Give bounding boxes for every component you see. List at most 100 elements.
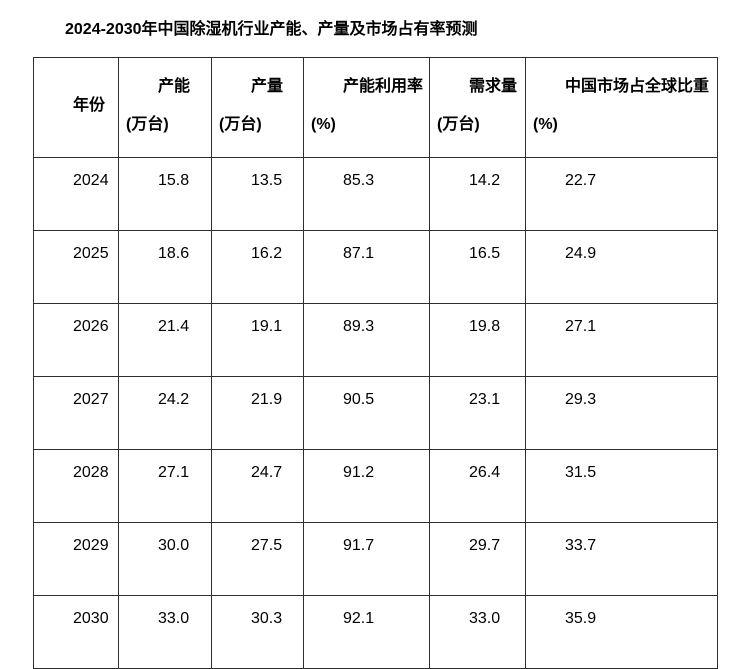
cell-value: 27.5 — [251, 537, 283, 554]
cell-value: 21.4 — [158, 318, 190, 335]
capacity-cell: 33.0 — [118, 595, 212, 669]
output-cell: 24.7 — [211, 449, 304, 523]
demand-cell: 29.7 — [429, 522, 526, 596]
table-row: 2030 33.0 30.3 92.1 33.0 35.9 — [33, 595, 718, 669]
utilization-cell: 92.1 — [303, 595, 430, 669]
demand-cell: 16.5 — [429, 230, 526, 304]
cell-value: 29.3 — [565, 391, 597, 408]
demand-cell: 19.8 — [429, 303, 526, 377]
cell-value: 33.0 — [158, 610, 190, 627]
demand-cell: 26.4 — [429, 449, 526, 523]
header-utilization-unit: (%) — [311, 115, 336, 133]
cell-value: 30.3 — [251, 610, 283, 627]
year-cell: 2025 — [33, 230, 119, 304]
header-demand-unit: (万台) — [437, 115, 480, 133]
cell-value: 2026 — [73, 318, 109, 335]
cell-value: 87.1 — [343, 245, 375, 262]
demand-cell: 14.2 — [429, 157, 526, 231]
global-share-cell: 24.9 — [525, 230, 718, 304]
cell-value: 29.7 — [469, 537, 501, 554]
header-year-label: 年份 — [73, 96, 106, 114]
cell-value: 24.9 — [565, 245, 597, 262]
year-cell: 2024 — [33, 157, 119, 231]
global-share-cell: 29.3 — [525, 376, 718, 450]
header-global-share-label: 中国市场占全球比重 — [565, 77, 710, 95]
header-utilization-label: 产能利用率 — [343, 77, 424, 95]
capacity-cell: 24.2 — [118, 376, 212, 450]
utilization-cell: 91.7 — [303, 522, 430, 596]
header-output: 产量 (万台) — [211, 57, 304, 158]
utilization-cell: 89.3 — [303, 303, 430, 377]
utilization-cell: 91.2 — [303, 449, 430, 523]
table-row: 2029 30.0 27.5 91.7 29.7 33.7 — [33, 522, 718, 596]
forecast-table: 年份 产能 (万台) 产量 (万台) 产能利用率 (%) 需求量 (万台) 中国… — [33, 57, 718, 669]
table-row: 2028 27.1 24.7 91.2 26.4 31.5 — [33, 449, 718, 523]
capacity-cell: 30.0 — [118, 522, 212, 596]
table-row: 2024 15.8 13.5 85.3 14.2 22.7 — [33, 157, 718, 231]
cell-value: 19.1 — [251, 318, 283, 335]
cell-value: 16.2 — [251, 245, 283, 262]
header-output-label: 产量 — [251, 77, 284, 95]
table-row: 2026 21.4 19.1 89.3 19.8 27.1 — [33, 303, 718, 377]
cell-value: 2027 — [73, 391, 109, 408]
page-title: 2024-2030年中国除湿机行业产能、产量及市场占有率预测 — [65, 21, 478, 38]
cell-value: 21.9 — [251, 391, 283, 408]
header-global-share: 中国市场占全球比重 (%) — [525, 57, 718, 158]
output-cell: 19.1 — [211, 303, 304, 377]
cell-value: 18.6 — [158, 245, 190, 262]
demand-cell: 23.1 — [429, 376, 526, 450]
cell-value: 89.3 — [343, 318, 375, 335]
header-global-share-unit: (%) — [533, 115, 558, 133]
cell-value: 35.9 — [565, 610, 597, 627]
header-year: 年份 — [33, 57, 119, 158]
output-cell: 30.3 — [211, 595, 304, 669]
capacity-cell: 18.6 — [118, 230, 212, 304]
global-share-cell: 27.1 — [525, 303, 718, 377]
cell-value: 23.1 — [469, 391, 501, 408]
global-share-cell: 35.9 — [525, 595, 718, 669]
cell-value: 27.1 — [565, 318, 597, 335]
year-cell: 2029 — [33, 522, 119, 596]
cell-value: 16.5 — [469, 245, 501, 262]
cell-value: 19.8 — [469, 318, 501, 335]
cell-value: 2030 — [73, 610, 109, 627]
header-capacity-label: 产能 — [158, 77, 191, 95]
cell-value: 13.5 — [251, 172, 283, 189]
utilization-cell: 85.3 — [303, 157, 430, 231]
utilization-cell: 87.1 — [303, 230, 430, 304]
cell-value: 30.0 — [158, 537, 190, 554]
cell-value: 27.1 — [158, 464, 190, 481]
cell-value: 31.5 — [565, 464, 597, 481]
year-cell: 2028 — [33, 449, 119, 523]
cell-value: 90.5 — [343, 391, 375, 408]
cell-value: 15.8 — [158, 172, 190, 189]
header-utilization: 产能利用率 (%) — [303, 57, 430, 158]
year-cell: 2030 — [33, 595, 119, 669]
year-cell: 2027 — [33, 376, 119, 450]
cell-value: 33.0 — [469, 610, 501, 627]
cell-value: 2025 — [73, 245, 109, 262]
header-capacity-unit: (万台) — [126, 115, 169, 133]
cell-value: 91.7 — [343, 537, 375, 554]
output-cell: 21.9 — [211, 376, 304, 450]
output-cell: 16.2 — [211, 230, 304, 304]
capacity-cell: 27.1 — [118, 449, 212, 523]
cell-value: 2029 — [73, 537, 109, 554]
cell-value: 33.7 — [565, 537, 597, 554]
global-share-cell: 31.5 — [525, 449, 718, 523]
cell-value: 2024 — [73, 172, 109, 189]
cell-value: 22.7 — [565, 172, 597, 189]
table-row: 2025 18.6 16.2 87.1 16.5 24.9 — [33, 230, 718, 304]
year-cell: 2026 — [33, 303, 119, 377]
cell-value: 92.1 — [343, 610, 375, 627]
table-row: 2027 24.2 21.9 90.5 23.1 29.3 — [33, 376, 718, 450]
table-header-row: 年份 产能 (万台) 产量 (万台) 产能利用率 (%) 需求量 (万台) 中国… — [33, 57, 718, 158]
header-capacity: 产能 (万台) — [118, 57, 212, 158]
capacity-cell: 15.8 — [118, 157, 212, 231]
cell-value: 14.2 — [469, 172, 501, 189]
utilization-cell: 90.5 — [303, 376, 430, 450]
cell-value: 2028 — [73, 464, 109, 481]
output-cell: 27.5 — [211, 522, 304, 596]
demand-cell: 33.0 — [429, 595, 526, 669]
cell-value: 26.4 — [469, 464, 501, 481]
